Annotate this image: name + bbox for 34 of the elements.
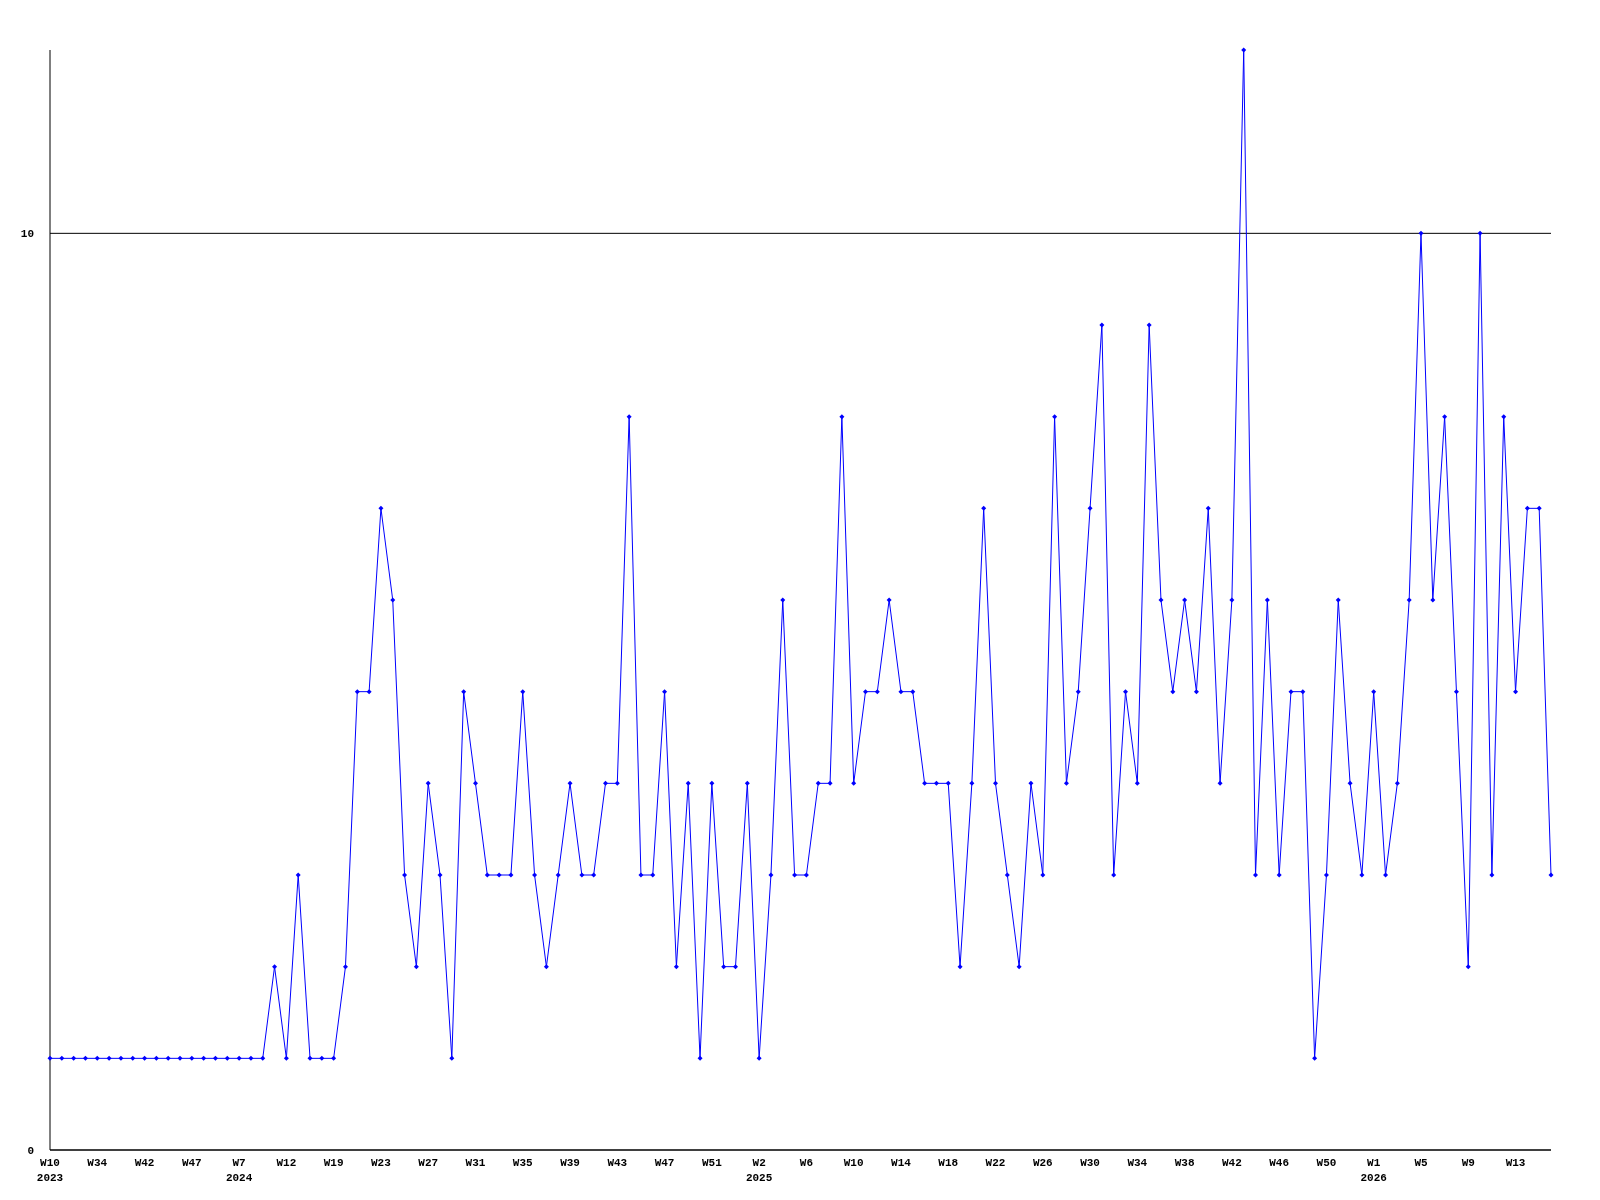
x-tick-label: W47 — [654, 1157, 675, 1169]
x-tick-label: W1 2026 — [1360, 1157, 1387, 1184]
x-tick-label: W12 — [276, 1157, 297, 1169]
x-tick-label: W9 — [1461, 1157, 1475, 1169]
x-tick-label: W14 — [891, 1157, 912, 1169]
x-tick-label: W42 — [1221, 1157, 1242, 1169]
x-tick-label: W26 — [1032, 1157, 1053, 1169]
x-tick-label: W2 2025 — [745, 1157, 773, 1184]
x-tick-label: W10 2023 — [36, 1157, 64, 1184]
x-tick-label: W22 — [985, 1157, 1006, 1169]
x-tick-label: W34 — [1127, 1157, 1148, 1169]
x-tick-label: W18 — [938, 1157, 959, 1169]
x-tick-label: W42 — [134, 1157, 155, 1169]
x-tick-label: W30 — [1080, 1157, 1100, 1169]
x-tick-label: W38 — [1174, 1157, 1195, 1169]
x-tick-label: W6 — [799, 1157, 814, 1169]
x-tick-label: W19 — [323, 1157, 344, 1169]
x-tick-label: W51 — [701, 1157, 723, 1169]
y-tick-label: 0 — [27, 1145, 34, 1157]
x-tick-label: W43 — [607, 1157, 628, 1169]
x-tick-label: W39 — [560, 1157, 580, 1169]
x-tick-label: W7 2024 — [225, 1157, 253, 1184]
x-tick-label: W10 — [843, 1157, 864, 1169]
x-tick-label: W31 — [465, 1157, 486, 1169]
x-tick-label: W50 — [1316, 1157, 1337, 1169]
x-tick-label: W47 — [181, 1157, 202, 1169]
x-tick-label: W35 — [512, 1157, 534, 1169]
x-tick-label: W23 — [371, 1157, 392, 1169]
x-tick-label: W46 — [1269, 1157, 1290, 1169]
y-tick-label: 10 — [20, 228, 34, 241]
x-tick-label: W13 — [1505, 1157, 1526, 1169]
x-tick-label: W34 — [87, 1157, 108, 1169]
x-tick-label: W5 — [1414, 1157, 1428, 1169]
x-tick-label: W27 — [418, 1157, 439, 1169]
